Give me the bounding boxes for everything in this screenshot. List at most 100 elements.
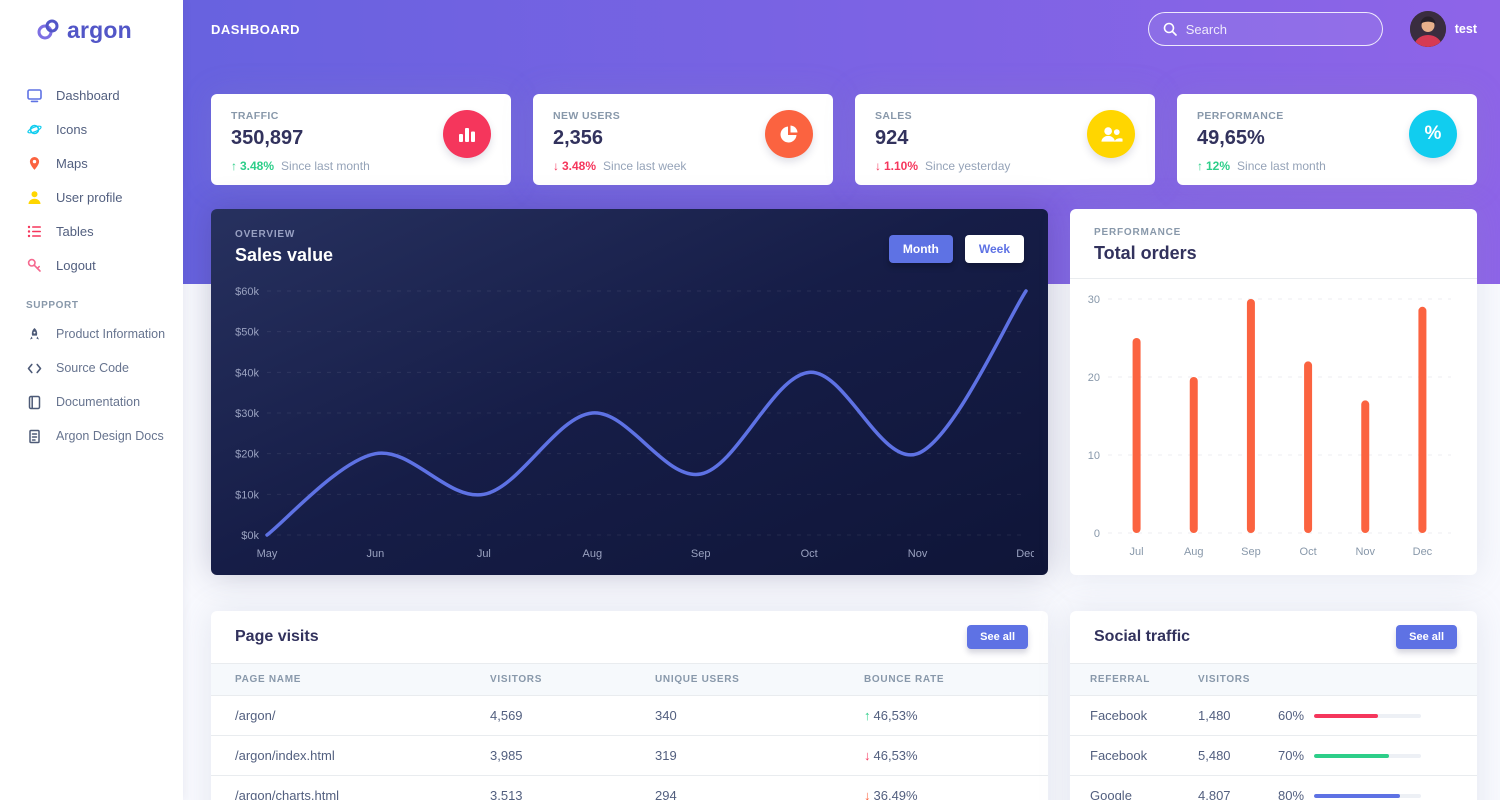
stat-delta: 3.48%	[553, 159, 596, 173]
page-name-cell: /argon/charts.html	[211, 775, 466, 800]
sidebar-item-source-code[interactable]: Source Code	[0, 351, 183, 385]
main-area: DASHBOARD test TRAFFIC 350,897 3.48% Sinc…	[183, 0, 1500, 800]
column-header: VISITORS	[466, 663, 631, 696]
bullet-list-icon	[26, 224, 43, 239]
bounce-rate-cell: 36,49%	[840, 775, 1048, 800]
top-navbar: DASHBOARD test	[183, 0, 1500, 58]
avatar[interactable]	[1409, 11, 1446, 47]
card-title: Total orders	[1094, 243, 1197, 263]
see-all-button[interactable]: See all	[967, 625, 1028, 649]
svg-text:$40k: $40k	[235, 367, 259, 379]
stat-footer: 12% Since last month	[1197, 159, 1326, 173]
percent-label: 60%	[1278, 708, 1305, 723]
column-header: PAGE NAME	[211, 663, 466, 696]
page-visits-header: Page visits See all	[211, 611, 1048, 663]
table-row: /argon/ 4,569 340 46,53%	[211, 695, 1048, 736]
sidebar-item-label: Dashboard	[56, 87, 120, 103]
percent-icon: %	[1409, 110, 1457, 158]
visitors-cell: 4,569	[466, 695, 631, 736]
chart-bars-icon	[443, 110, 491, 158]
stats-row: TRAFFIC 350,897 3.48% Since last month NE…	[211, 94, 1477, 185]
user-menu[interactable]: test	[1409, 11, 1477, 47]
sales-value-line-chart: $0k $10k $20k $30k $40k $50k $60k May Jun Jul Aug S…	[221, 281, 1036, 565]
stat-value: 350,897	[231, 127, 304, 149]
unique-users-cell: 319	[631, 735, 840, 776]
sidebar-item-label: User profile	[56, 189, 123, 205]
svg-text:20: 20	[1088, 372, 1100, 384]
planet-icon	[26, 122, 43, 137]
key-icon	[26, 258, 43, 273]
sidebar-item-user-profile[interactable]: User profile	[0, 180, 183, 214]
column-header: VISITORS	[1178, 663, 1258, 696]
month-toggle-button[interactable]: Month	[888, 235, 953, 263]
progress-bar	[1314, 753, 1421, 758]
svg-text:Oct: Oct	[801, 548, 818, 560]
stat-delta: 1.10%	[875, 159, 918, 173]
sidebar: argon Dashboard Icons Maps User profile	[0, 0, 183, 800]
svg-text:$0k: $0k	[241, 530, 259, 542]
document-icon	[26, 429, 43, 444]
chart-range-toggle: Month Week	[888, 235, 1024, 263]
svg-text:$30k: $30k	[235, 408, 259, 420]
unique-users-cell: 340	[631, 695, 840, 736]
sidebar-item-argon-design-docs[interactable]: Argon Design Docs	[0, 419, 183, 453]
column-header: REFERRAL	[1070, 663, 1178, 696]
sales-value-card: OVERVIEW Sales value Month Week $0k $10k $…	[211, 209, 1048, 575]
sidebar-item-maps[interactable]: Maps	[0, 146, 183, 180]
sales-card-header: OVERVIEW Sales value Month Week	[211, 209, 1048, 266]
arrow-down-icon	[864, 748, 874, 763]
svg-text:Jun: Jun	[367, 548, 385, 560]
progress-cell: 80%	[1258, 775, 1477, 800]
map-pin-icon	[26, 156, 43, 171]
svg-text:Oct: Oct	[1300, 546, 1317, 558]
page-visits-card: Page visits See all PAGE NAME VISITORS U…	[211, 611, 1048, 800]
sidebar-item-tables[interactable]: Tables	[0, 214, 183, 248]
referral-cell: Facebook	[1070, 735, 1178, 776]
stat-period: Since last month	[281, 159, 370, 173]
card-title: Sales value	[235, 245, 334, 265]
see-all-button[interactable]: See all	[1396, 625, 1457, 649]
chart-pie-icon	[765, 110, 813, 158]
svg-text:May: May	[257, 548, 278, 560]
charts-row: OVERVIEW Sales value Month Week $0k $10k $…	[211, 209, 1477, 575]
stat-label: PERFORMANCE	[1197, 110, 1284, 122]
argon-logo[interactable]: argon	[0, 14, 183, 46]
sidebar-item-label: Tables	[56, 223, 94, 239]
referral-cell: Facebook	[1070, 695, 1178, 736]
sidebar-item-label: Maps	[56, 155, 88, 171]
arrow-up-icon	[864, 708, 874, 723]
stat-footer: 1.10% Since yesterday	[875, 159, 1010, 173]
sidebar-item-label: Source Code	[56, 361, 129, 375]
bounce-rate-cell: 46,53%	[840, 735, 1048, 776]
stat-footer: 3.48% Since last week	[553, 159, 686, 173]
percent-label: 80%	[1278, 788, 1305, 800]
sidebar-item-label: Logout	[56, 257, 96, 273]
support-nav: Product Information Source Code Document…	[0, 317, 183, 453]
logo-text: argon	[67, 16, 132, 43]
page-visits-table: PAGE NAME VISITORS UNIQUE USERS BOUNCE R…	[211, 663, 1048, 800]
svg-text:Sep: Sep	[1241, 546, 1261, 558]
column-header-empty	[1258, 663, 1477, 696]
search-box[interactable]	[1147, 12, 1383, 46]
stat-footer: 3.48% Since last month	[231, 159, 370, 173]
code-icon	[26, 361, 43, 376]
sidebar-item-documentation[interactable]: Documentation	[0, 385, 183, 419]
svg-text:Dec: Dec	[1413, 546, 1433, 558]
sidebar-item-icons[interactable]: Icons	[0, 112, 183, 146]
stat-card-traffic: TRAFFIC 350,897 3.48% Since last month	[211, 94, 511, 185]
column-header: BOUNCE RATE	[840, 663, 1048, 696]
total-orders-bar-chart: 0 10 20 30 Jul Aug Sep Oct Nov Dec	[1078, 289, 1465, 563]
stat-delta: 12%	[1197, 159, 1230, 173]
search-icon	[1163, 22, 1177, 36]
sidebar-item-logout[interactable]: Logout	[0, 248, 183, 282]
svg-text:Aug: Aug	[1184, 546, 1204, 558]
search-input[interactable]	[1185, 21, 1368, 37]
svg-text:0: 0	[1094, 528, 1100, 540]
spaceship-icon	[26, 327, 43, 342]
sidebar-item-dashboard[interactable]: Dashboard	[0, 78, 183, 112]
visitors-cell: 3,985	[466, 735, 631, 776]
sidebar-item-product-information[interactable]: Product Information	[0, 317, 183, 351]
progress-cell: 70%	[1258, 735, 1477, 776]
svg-text:30: 30	[1088, 294, 1100, 306]
week-toggle-button[interactable]: Week	[964, 235, 1024, 263]
